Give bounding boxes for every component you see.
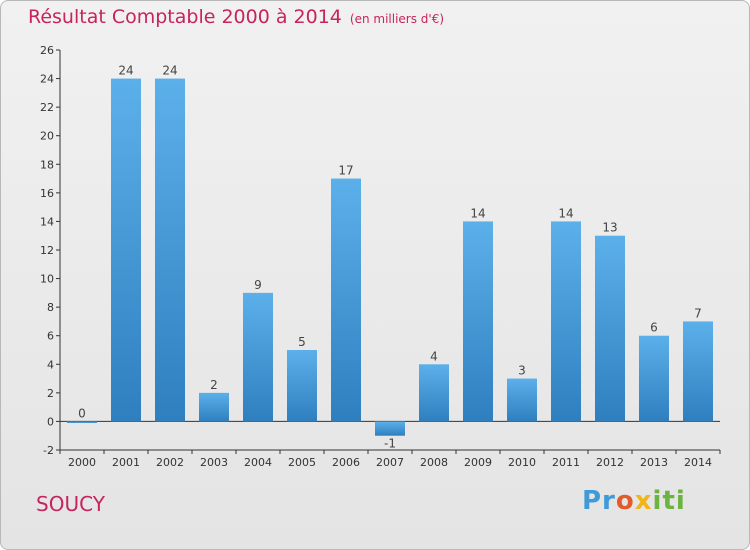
x-tick-label: 2012 (596, 456, 624, 469)
value-label-2001: 24 (118, 64, 133, 78)
bar-2002 (155, 78, 185, 422)
bar-2004 (243, 292, 273, 422)
bar-2012 (595, 235, 625, 422)
y-tick-label: 24 (40, 73, 54, 86)
city-name: SOUCY (36, 492, 105, 516)
bar-2009 (463, 221, 493, 422)
value-label-2014: 7 (694, 306, 702, 320)
value-label-2006: 17 (338, 164, 353, 178)
y-tick-label: 18 (40, 158, 54, 171)
bar-2013 (639, 335, 669, 422)
x-tick-label: 2009 (464, 456, 492, 469)
bar-2008 (419, 364, 449, 422)
bar-2005 (287, 350, 317, 422)
y-tick-label: 22 (40, 101, 54, 114)
y-tick-label: 6 (47, 330, 54, 343)
bar-2011 (551, 221, 581, 422)
proxiti-logo: Proxiti (582, 486, 686, 516)
value-label-2008: 4 (430, 349, 438, 363)
value-label-2010: 3 (518, 364, 526, 378)
logo-part-2: o (615, 486, 635, 516)
bar-2001 (111, 78, 141, 422)
bar-2014 (683, 321, 713, 422)
y-tick-label: 14 (40, 215, 54, 228)
x-tick-label: 2005 (288, 456, 316, 469)
x-tick-label: 2006 (332, 456, 360, 469)
x-tick-label: 2008 (420, 456, 448, 469)
x-tick-label: 2011 (552, 456, 580, 469)
title-text: Résultat Comptable 2000 à 2014 (28, 6, 342, 28)
x-tick-label: 2013 (640, 456, 668, 469)
x-tick-label: 2001 (112, 456, 140, 469)
value-label-2012: 13 (602, 221, 617, 235)
logo-part-4: iti (652, 486, 686, 516)
y-tick-label: 8 (47, 301, 54, 314)
x-tick-label: 2002 (156, 456, 184, 469)
bar-2007 (375, 421, 405, 436)
y-tick-label: 2 (47, 387, 54, 400)
value-label-2003: 2 (210, 378, 218, 392)
chart-title: Résultat Comptable 2000 à 2014 (en millie… (28, 6, 444, 28)
value-label-2011: 14 (558, 206, 573, 220)
x-tick-label: 2003 (200, 456, 228, 469)
value-label-2005: 5 (298, 335, 306, 349)
bar-2003 (199, 392, 229, 422)
bar-2006 (331, 178, 361, 422)
value-label-2013: 6 (650, 321, 658, 335)
x-tick-label: 2010 (508, 456, 536, 469)
x-tick-label: 2000 (68, 456, 96, 469)
bar-2000 (67, 421, 97, 423)
x-tick-label: 2004 (244, 456, 272, 469)
logo-part-1: Pr (582, 486, 616, 516)
y-tick-label: 0 (47, 415, 54, 428)
y-tick-label: 20 (40, 130, 54, 143)
y-tick-label: 16 (40, 187, 54, 200)
y-tick-label: 4 (47, 358, 54, 371)
x-tick-label: 2007 (376, 456, 404, 469)
x-tick-label: 2014 (684, 456, 712, 469)
y-tick-label: 26 (40, 44, 54, 57)
y-tick-label: 10 (40, 273, 54, 286)
value-label-2002: 24 (162, 64, 177, 78)
logo-part-3: x (634, 486, 653, 516)
chart-subtitle: (en milliers d'€) (349, 12, 445, 26)
bar-2010 (507, 378, 537, 422)
y-tick-label: 12 (40, 244, 54, 257)
y-tick-label: -2 (43, 444, 54, 457)
value-label-2004: 9 (254, 278, 262, 292)
value-label-2007: -1 (384, 437, 396, 451)
value-label-2009: 14 (470, 206, 485, 220)
value-label-2000: 0 (78, 406, 86, 420)
